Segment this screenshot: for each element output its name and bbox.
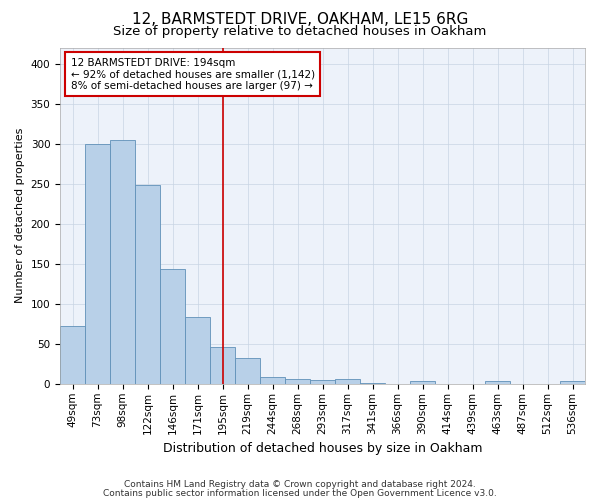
Bar — [60, 326, 85, 384]
Text: 12 BARMSTEDT DRIVE: 194sqm
← 92% of detached houses are smaller (1,142)
8% of se: 12 BARMSTEDT DRIVE: 194sqm ← 92% of deta… — [71, 58, 314, 91]
Bar — [260, 376, 285, 384]
Text: 12, BARMSTEDT DRIVE, OAKHAM, LE15 6RG: 12, BARMSTEDT DRIVE, OAKHAM, LE15 6RG — [132, 12, 468, 28]
Bar — [160, 270, 185, 384]
Bar — [560, 382, 585, 384]
Bar — [335, 379, 360, 384]
Bar — [410, 382, 435, 384]
Bar — [485, 382, 510, 384]
Text: Contains public sector information licensed under the Open Government Licence v3: Contains public sector information licen… — [103, 489, 497, 498]
Y-axis label: Number of detached properties: Number of detached properties — [15, 128, 25, 304]
Bar — [210, 347, 235, 384]
Bar — [310, 380, 335, 384]
Bar — [110, 140, 135, 384]
Text: Contains HM Land Registry data © Crown copyright and database right 2024.: Contains HM Land Registry data © Crown c… — [124, 480, 476, 489]
Bar — [285, 379, 310, 384]
Bar — [360, 383, 385, 384]
Bar — [185, 318, 210, 384]
X-axis label: Distribution of detached houses by size in Oakham: Distribution of detached houses by size … — [163, 442, 482, 455]
Text: Size of property relative to detached houses in Oakham: Size of property relative to detached ho… — [113, 25, 487, 38]
Bar — [85, 144, 110, 384]
Bar — [235, 358, 260, 384]
Bar — [135, 186, 160, 384]
